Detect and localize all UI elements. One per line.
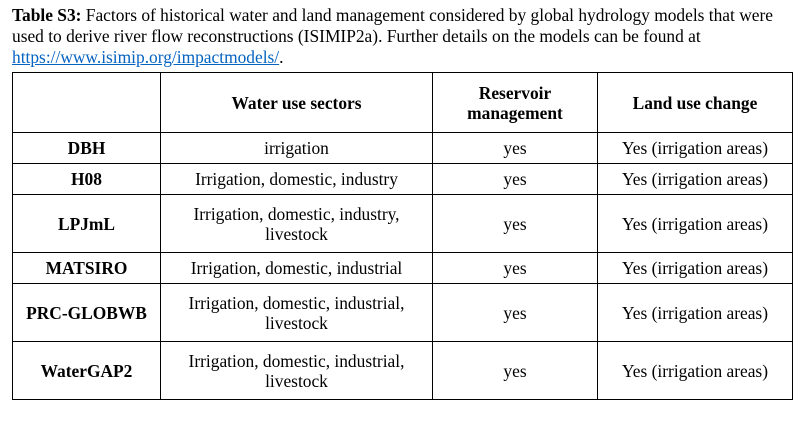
model-name: MATSIRO <box>12 252 161 284</box>
model-name: DBH <box>12 132 161 164</box>
model-name: WaterGAP2 <box>12 341 161 400</box>
header-land-use-change: Land use change <box>597 72 793 133</box>
table-row: PRC-GLOBWB Irrigation, domestic, industr… <box>12 283 793 342</box>
caption-end: . <box>279 47 284 67</box>
table-row: WaterGAP2 Irrigation, domestic, industri… <box>12 341 793 400</box>
water-use-cell: Irrigation, domestic, industrial, livest… <box>160 341 433 400</box>
model-name: H08 <box>12 163 161 195</box>
land-use-cell: Yes (irrigation areas) <box>597 194 793 253</box>
land-use-cell: Yes (irrigation areas) <box>597 132 793 164</box>
table-row: LPJmL Irrigation, domestic, industry, li… <box>12 194 793 253</box>
table-header-row: Water use sectors Reservoir management L… <box>12 72 793 133</box>
water-use-cell: Irrigation, domestic, industry <box>160 163 433 195</box>
reservoir-cell: yes <box>432 132 598 164</box>
impact-models-link[interactable]: https://www.isimip.org/impactmodels/ <box>12 47 280 67</box>
header-reservoir-management: Reservoir management <box>432 72 598 133</box>
reservoir-cell: yes <box>432 194 598 253</box>
land-use-cell: Yes (irrigation areas) <box>597 341 793 400</box>
reservoir-cell: yes <box>432 341 598 400</box>
management-factors-table: Water use sectors Reservoir management L… <box>12 72 793 400</box>
reservoir-cell: yes <box>432 252 598 284</box>
water-use-cell: Irrigation, domestic, industrial <box>160 252 433 284</box>
reservoir-cell: yes <box>432 163 598 195</box>
land-use-cell: Yes (irrigation areas) <box>597 163 793 195</box>
water-use-cell: irrigation <box>160 132 433 164</box>
model-name: LPJmL <box>12 194 161 253</box>
table-caption: Table S3: Factors of historical water an… <box>12 5 797 68</box>
caption-text: Factors of historical water and land man… <box>12 5 773 46</box>
reservoir-cell: yes <box>432 283 598 342</box>
table-row: DBH irrigation yes Yes (irrigation areas… <box>12 132 793 164</box>
model-name: PRC-GLOBWB <box>12 283 161 342</box>
land-use-cell: Yes (irrigation areas) <box>597 283 793 342</box>
header-model <box>12 72 161 133</box>
table-row: MATSIRO Irrigation, domestic, industrial… <box>12 252 793 284</box>
caption-label: Table S3: <box>12 5 82 25</box>
table-row: H08 Irrigation, domestic, industry yes Y… <box>12 163 793 195</box>
land-use-cell: Yes (irrigation areas) <box>597 252 793 284</box>
header-water-use-sectors: Water use sectors <box>160 72 433 133</box>
water-use-cell: Irrigation, domestic, industry, livestoc… <box>160 194 433 253</box>
water-use-cell: Irrigation, domestic, industrial, livest… <box>160 283 433 342</box>
